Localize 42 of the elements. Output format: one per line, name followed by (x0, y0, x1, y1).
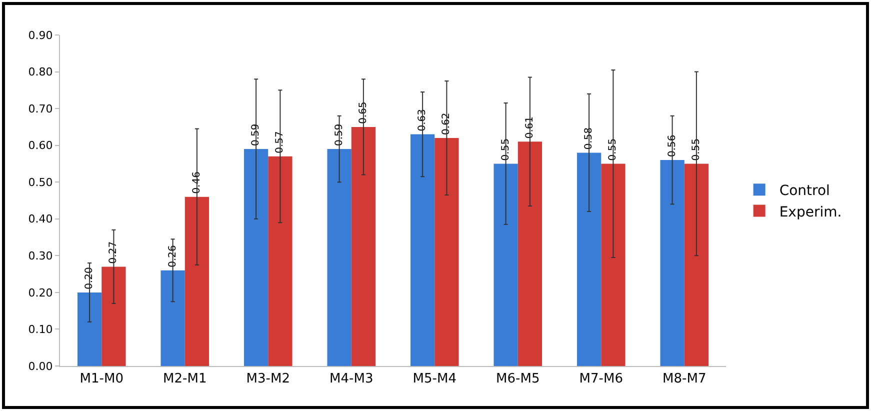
x-tick-label: M8-M7 (662, 372, 706, 387)
data-label: 0.57 (274, 131, 286, 154)
x-tick-label: M2-M1 (163, 372, 207, 387)
bar (518, 142, 542, 366)
x-tick-label: M7-M6 (579, 372, 623, 387)
data-label: 0.55 (608, 138, 619, 161)
data-label: 0.55 (500, 138, 512, 161)
bar (244, 149, 268, 366)
bar (327, 149, 352, 366)
legend-label: Control (779, 183, 830, 200)
x-tick-label: M4-M3 (330, 372, 374, 387)
y-tick-label: 0.50 (28, 176, 53, 189)
y-tick-label: 0.70 (28, 102, 53, 116)
y-tick-label: 0.20 (28, 286, 53, 300)
y-tick-label: 0.90 (28, 28, 53, 42)
y-tick-label: 0.10 (28, 323, 53, 336)
bar (268, 156, 292, 366)
bar (102, 266, 126, 366)
y-tick-label: 0.30 (28, 250, 53, 263)
x-tick-label: M1-M0 (80, 372, 124, 387)
data-label: 0.27 (108, 241, 120, 264)
x-tick-label: M3-M2 (246, 372, 290, 387)
bar (684, 164, 709, 366)
data-label: 0.55 (690, 138, 702, 161)
x-tick-label: M6-M5 (496, 372, 540, 387)
bar (434, 138, 459, 366)
y-tick-label: 0.80 (28, 66, 53, 79)
data-label: 0.59 (250, 124, 262, 146)
legend-label: Experim. (779, 204, 842, 220)
y-tick-label: 0.40 (28, 212, 53, 226)
y-tick-label: 0.00 (28, 360, 53, 373)
bar (601, 164, 626, 366)
y-tick-label: 0.60 (28, 139, 53, 152)
bar (576, 152, 602, 366)
x-tick-label: M5-M4 (412, 372, 456, 387)
bar (660, 160, 684, 366)
bar (410, 134, 435, 366)
bar (77, 292, 102, 366)
bar (184, 196, 210, 366)
bar (351, 126, 376, 366)
bar (494, 164, 518, 366)
bar (160, 270, 185, 366)
